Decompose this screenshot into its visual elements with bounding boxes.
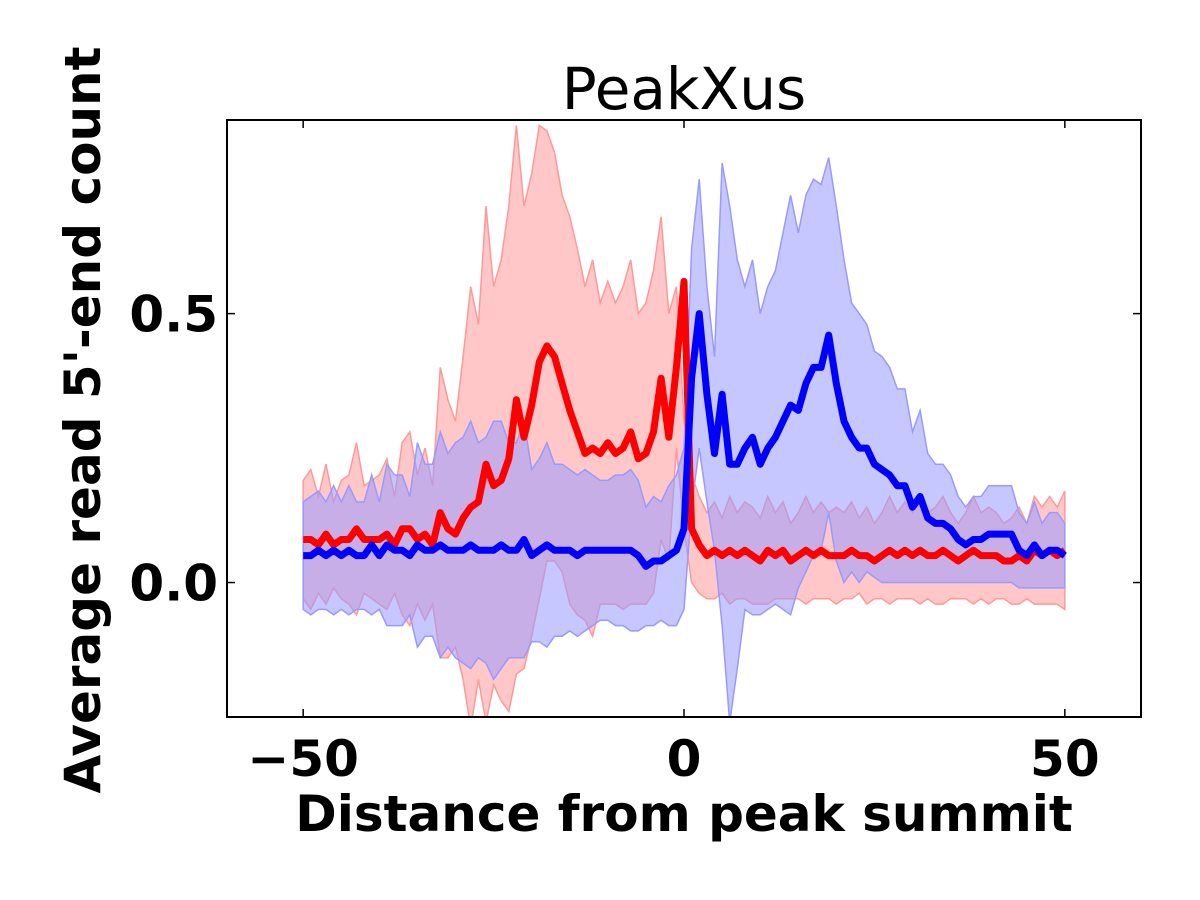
series-1-line bbox=[303, 310, 1067, 570]
y-axis-label: Average read 5'-end count bbox=[54, 46, 112, 793]
x-tick-label: 50 bbox=[1030, 730, 1100, 788]
x-axis-label: Distance from peak summit bbox=[295, 785, 1073, 843]
y-tick-label: 0.0 bbox=[129, 555, 218, 613]
chart-title: PeakXus bbox=[562, 55, 806, 123]
series-1-band bbox=[302, 157, 1066, 717]
y-tick-label: 0.5 bbox=[129, 286, 218, 344]
plot-area bbox=[302, 124, 1067, 717]
x-tick-label: 0 bbox=[667, 730, 702, 788]
series-0-line bbox=[303, 277, 1067, 565]
axis-ticks: −50 0 50 0.0 0.5 bbox=[129, 120, 1141, 788]
x-tick-label: −50 bbox=[247, 730, 358, 788]
